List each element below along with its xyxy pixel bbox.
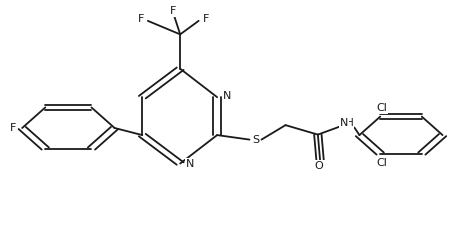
Text: F: F bbox=[202, 14, 209, 24]
Text: O: O bbox=[315, 161, 323, 171]
Text: Cl: Cl bbox=[376, 158, 387, 168]
Text: H: H bbox=[346, 118, 353, 128]
Text: N: N bbox=[340, 118, 348, 128]
Text: N: N bbox=[186, 159, 195, 169]
Text: F: F bbox=[138, 14, 144, 24]
Text: F: F bbox=[10, 123, 16, 133]
Text: S: S bbox=[252, 135, 259, 145]
Text: N: N bbox=[223, 91, 231, 101]
Text: F: F bbox=[170, 6, 176, 16]
Text: Cl: Cl bbox=[376, 103, 387, 113]
